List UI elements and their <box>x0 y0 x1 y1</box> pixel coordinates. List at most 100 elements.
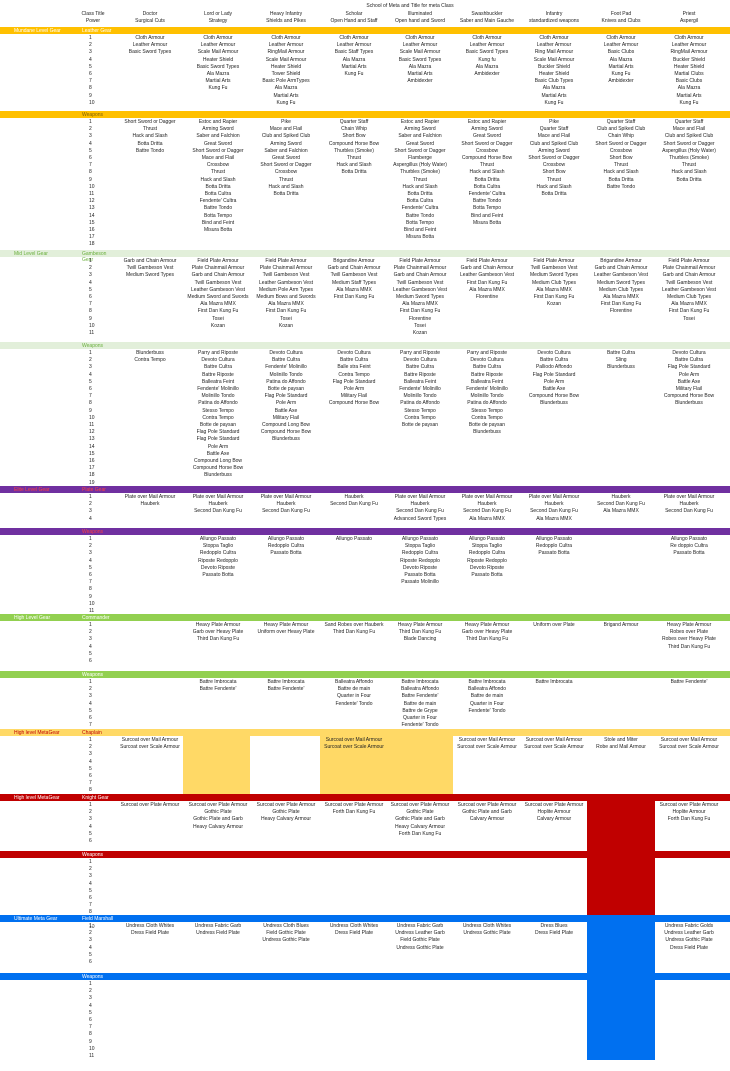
column-header[interactable]: Class Title Power <box>59 11 127 24</box>
column-header[interactable]: Priest Aspergil <box>655 11 723 24</box>
class-cell[interactable]: Surcoat over Plate Armour Hoplite Armour F… <box>655 802 723 824</box>
class-cell[interactable]: Undress Cloth Whites Undress Gothic Plate <box>453 923 521 937</box>
class-cell[interactable]: Battre Imbrocata Balleatra Affondo Battre … <box>453 679 521 715</box>
column-header[interactable]: Doctor Surgical Cuts <box>116 11 184 24</box>
class-cell[interactable]: Field Plate Armour Plate Chainmail Armour… <box>655 258 723 323</box>
class-cell[interactable]: Cloth Armour Leather Armour RingMail Armou… <box>655 35 723 107</box>
class-cell[interactable]: Cloth Armour Leather Armour Basic Sword Ty… <box>116 35 184 57</box>
class-cell[interactable]: Surcoat over Plate Armour <box>116 802 184 809</box>
column-header[interactable]: Swashbuckler Saber and Main Gauche <box>453 11 521 24</box>
class-cell[interactable]: Field Plate Armour Garb and Chain Armour L… <box>453 258 521 301</box>
class-cell[interactable]: Parry and Riposte Devoto Cultura Battre Cu… <box>184 350 252 480</box>
class-cell[interactable]: Estoc and Rapier Arming Sword Saber and Fa… <box>184 119 252 234</box>
class-cell[interactable]: Heavy Plate Armour Garb over Heavy Plate T… <box>184 622 252 644</box>
class-cell[interactable]: Surcoat over Mail Armour Surcoat over Sca… <box>116 737 184 751</box>
class-cell[interactable]: Uniform over Plate <box>520 622 588 629</box>
class-cell[interactable]: Undress Cloth Blues Field Gothic Plate Und… <box>252 923 320 945</box>
class-cell[interactable]: Surcoat over Plate Armour Gothic Plate Got… <box>184 802 252 831</box>
class-cell[interactable]: Field Plate Armour Plate Chainmail Armour… <box>252 258 320 330</box>
class-cell[interactable]: Heavy Plate Armour Robes over Plate Robes … <box>655 622 723 651</box>
class-cell[interactable]: Estoc and Rapier Arming Sword Saber and Fa… <box>386 119 454 241</box>
class-cell[interactable]: Heavy Plate Armour Third Dan Kung Fu Blade… <box>386 622 454 644</box>
class-cell[interactable]: Plate over Mail Armour Hauberk <box>116 494 184 508</box>
column-header[interactable]: Scholar Open Hand and Staff <box>320 11 388 24</box>
class-cell[interactable]: Heavy Plate Armour Garb over Heavy Plate T… <box>453 622 521 644</box>
class-cell[interactable]: Surcoat over Plate Armour Gothic Plate an… <box>453 802 521 824</box>
class-cell[interactable]: Battre Imbrocata Battre Fendente' <box>184 679 252 693</box>
class-cell[interactable]: Undress Fabric Garb Undress Leather Garb F… <box>386 923 454 952</box>
class-cell[interactable]: Undress Fabric Golds Undress Leather Garb… <box>655 923 723 952</box>
class-cell[interactable]: Devoto Cultura Battre Cultra Flag Pole Sta… <box>655 350 723 408</box>
class-cell[interactable]: Cloth Armour Leather Armour Basic Staff Ty… <box>320 35 388 78</box>
column-header[interactable]: Infantry standardized weapons <box>520 11 588 24</box>
class-cell[interactable]: Surcoat over Plate Armour Hoplite Armour C… <box>520 802 588 824</box>
class-cell[interactable]: Cloth Armour Leather Armour Basic Clubs Ala… <box>587 35 655 85</box>
column-header[interactable]: Heavy Infantry Shields and Pikes <box>252 11 320 24</box>
class-cell[interactable]: Plate over Mail Armour Hauberk Second Dan … <box>655 494 723 516</box>
class-cell[interactable]: Battre Fendente' <box>655 679 723 686</box>
class-cell[interactable]: Devoto Cultura Battre Cultra Balle stra Fe… <box>320 350 388 408</box>
class-cell[interactable]: Allungo Passato <box>320 536 388 543</box>
class-cell[interactable]: Battre Cultra Sling Blunderbuss <box>587 350 655 372</box>
class-cell[interactable]: Hauberk Second Dan Kung Fu <box>320 494 388 508</box>
class-cell[interactable]: Brigand Armour <box>587 622 655 629</box>
class-cell[interactable]: Plate over Mail Armour Hauberk Second Dan … <box>386 494 454 523</box>
class-cell[interactable]: Devoto Cultura Battre Cultra Palliodo Affo… <box>520 350 588 408</box>
class-cell[interactable]: Surcoat over Plate Armour Gothic Plate Hea… <box>252 802 320 824</box>
class-cell[interactable]: Surcoat over Plate Armour Gothic Plate Got… <box>386 802 454 838</box>
class-cell[interactable]: Battre Imbrocata <box>520 679 588 686</box>
class-cell[interactable]: Estoc and Rapier Arming Sword Great Sword S… <box>453 119 521 227</box>
class-cell[interactable]: Pike Quarter Staff Mace and Flail Club and … <box>520 119 588 198</box>
class-cell[interactable]: Allungo Passato Redopplo Cultra Passato Bo… <box>520 536 588 558</box>
class-cell[interactable]: Stole and Miter Robe and Mail Armour <box>587 737 655 751</box>
class-cell[interactable]: Hauberk Second Dan Kung Fu Ala Mazra MMX <box>587 494 655 516</box>
class-cell[interactable]: Field Plate Armour Plate Chainmail Armour… <box>184 258 252 330</box>
cell-line: Sling <box>615 357 627 364</box>
column-header[interactable]: Foot Pad Knives and Clubs <box>587 11 655 24</box>
class-cell[interactable]: Quarter Staff Mace and Flail Club and Spik… <box>655 119 723 184</box>
class-cell[interactable]: Heavy Plate Armour Uniform over Heavy Pla… <box>252 622 320 636</box>
class-cell[interactable]: Battre Imbrocata Battre Fendente' <box>252 679 320 693</box>
class-cell[interactable]: Undress Cloth Whites Dress Field Plate <box>116 923 184 937</box>
class-cell[interactable]: Allungo Passato Re doppio Cultra Passato B… <box>655 536 723 558</box>
class-cell[interactable]: Undress Fabric Garb Undress Field Plate <box>184 923 252 937</box>
class-cell[interactable]: Surcoat over Mail Armour Surcoat over Sca… <box>520 737 588 751</box>
class-cell[interactable]: Undress Cloth Whites Dress Field Plate <box>320 923 388 937</box>
column-header[interactable]: Illuminated Open hand and Sword <box>386 11 454 24</box>
class-cell[interactable]: Garb and Chain Armour Twill Gambeson Vest… <box>116 258 184 280</box>
class-cell[interactable]: Plate over Mail Armour Hauberk Second Dan … <box>520 494 588 523</box>
class-cell[interactable]: Brigandine Armour Garb and Chain Armour Tw… <box>320 258 388 301</box>
class-cell[interactable]: Battre Imbrocata Balleatra Affondo Battre … <box>386 679 454 729</box>
class-cell[interactable]: Surcoat over Mail Armour Surcoat over Sca… <box>655 737 723 751</box>
class-cell[interactable]: Cloth Armour Leather Armour Basic Sword Ty… <box>453 35 521 78</box>
class-cell[interactable]: Plate over Mail Armour Hauberk Second Dan … <box>453 494 521 523</box>
class-cell[interactable]: Devoto Cultura Battre Cultra Fendente' Mol… <box>252 350 320 444</box>
class-cell[interactable]: Pike Mace and Flail Club and Spiked Club Ar… <box>252 119 320 198</box>
class-cell[interactable]: Dress Blues Dress Field Plate <box>520 923 588 937</box>
class-cell[interactable]: Allungo Passato Stoppa Taglio Redopplo Cul… <box>453 536 521 579</box>
class-cell[interactable]: Sand Robes over Hauberk Third Dan Kung Fu <box>320 622 388 636</box>
class-cell[interactable]: Surcoat over Plate Armour Forth Dan Kung … <box>320 802 388 816</box>
class-cell[interactable]: Cloth Armour Leather Armour Scale Mail Arm… <box>184 35 252 93</box>
class-cell[interactable]: Plate over Mail Armour Hauberk Second Dan … <box>184 494 252 516</box>
class-cell[interactable]: Cloth Armour Leather Armour Ring Mail Armo… <box>520 35 588 107</box>
column-header[interactable]: Lord or Lady Strategy <box>184 11 252 24</box>
class-cell[interactable]: Plate over Mail Armour Hauberk Second Dan … <box>252 494 320 516</box>
class-cell[interactable]: Parry and Riposte Devoto Cultura Battre Cu… <box>453 350 521 436</box>
class-cell[interactable]: Parry and Riposte Devoto Cultura Battre Cu… <box>386 350 454 429</box>
class-cell[interactable]: Surcoat over Mail Armour Surcoat over Sca… <box>453 737 521 751</box>
class-cell[interactable]: Blunderbuss Contra Tempo <box>116 350 184 364</box>
class-cell[interactable]: Cloth Armour Leather Armour Scale Mail Arm… <box>386 35 454 85</box>
class-cell[interactable]: Quarter Staff Chain Whip Short Bow Compound… <box>320 119 388 177</box>
class-cell[interactable]: Field Plate Armour Plate Chainmail Armour… <box>386 258 454 337</box>
class-cell[interactable]: Surcoat over Mail Armour Surcoat over Sca… <box>320 737 388 751</box>
class-cell[interactable]: Quarter Staff Club and Spiked Club Chain W… <box>587 119 655 191</box>
class-cell[interactable]: Allungo Passato Stoppa Taglio Redopplo Cul… <box>184 536 252 579</box>
class-cell[interactable]: Field Plate Armour Twill Gambeson Vest Med… <box>520 258 588 308</box>
class-cell[interactable]: Brigandine Armour Garb and Chain Armour Le… <box>587 258 655 316</box>
class-cell[interactable]: Allungo Passato Redopplo Cultra Passato Bo… <box>252 536 320 558</box>
class-cell[interactable]: Cloth Armour Leather Armour RingMail Armou… <box>252 35 320 107</box>
class-cell[interactable]: Short Sword or Dagger Thrust Hack and Slas… <box>116 119 184 155</box>
class-cell[interactable]: Allungo Passato Stoppa Taglio Redopplo Cul… <box>386 536 454 586</box>
class-cell[interactable]: Balleatra Affondo Battre de main Quarter i… <box>320 679 388 708</box>
